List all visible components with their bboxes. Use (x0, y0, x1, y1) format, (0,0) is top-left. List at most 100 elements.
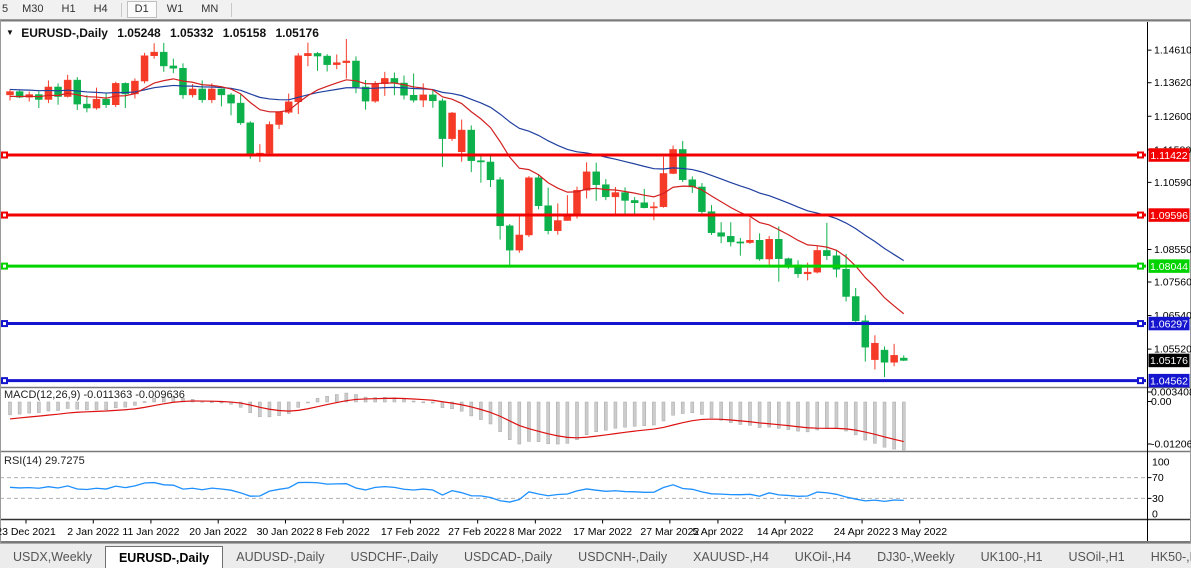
macd-axis-label: 0.003408 (1151, 387, 1191, 399)
candle (102, 92, 110, 109)
symbol-tab-xauusd-h4[interactable]: XAUUSD-,H4 (693, 549, 769, 564)
candle (467, 125, 476, 173)
candle (717, 222, 725, 244)
candle (294, 53, 303, 114)
symbol-tab-usdchf-daily[interactable]: USDCHF-,Daily (350, 549, 438, 564)
hline-price-label-1.08044[interactable]: 1.08044 (1148, 259, 1190, 273)
time-axis-label: 27 Mar 2022 (640, 526, 699, 538)
candle (592, 162, 600, 201)
hline-price-label-1.09596[interactable]: 1.09596 (1148, 208, 1190, 222)
candle (582, 162, 591, 199)
time-axis-label: 17 Mar 2022 (573, 526, 632, 538)
hline-1.11422[interactable] (0, 151, 1146, 159)
candle (755, 233, 764, 261)
candle (54, 83, 62, 105)
timeframe-button-H1[interactable]: H1 (61, 3, 76, 15)
candle (727, 222, 735, 247)
timeframe-button-MN[interactable]: MN (201, 3, 219, 15)
candle (169, 58, 178, 74)
hline-price-label-1.11422[interactable]: 1.11422 (1148, 148, 1190, 162)
time-axis[interactable]: 23 Dec 2021 2 Jan 2022 11 Jan 2022 20 Jan 2… (0, 520, 947, 538)
price-tick-label: 1.12600 (1154, 111, 1191, 123)
time-axis-label: 3 May 2022 (892, 526, 947, 538)
svg-text:1.11422: 1.11422 (1150, 150, 1187, 162)
candle (496, 177, 504, 240)
candle (525, 176, 533, 237)
candle (640, 188, 649, 209)
hline-1.04562[interactable] (0, 377, 1146, 385)
svg-text:1.05176: 1.05176 (1150, 355, 1188, 367)
symbol-tab-ukoil-h4[interactable]: UKOil-,H4 (794, 549, 852, 564)
hline-1.08044[interactable] (0, 262, 1146, 270)
time-axis-label: 30 Jan 2022 (257, 526, 315, 538)
candle (160, 42, 168, 72)
candle (227, 92, 235, 116)
price-tick-label: 1.07560 (1154, 277, 1191, 289)
hline-price-label-1.06297[interactable]: 1.06297 (1148, 316, 1190, 331)
symbol-tab-usoil-h1[interactable]: USOil-,H1 (1068, 549, 1125, 564)
chart-background (0, 19, 1191, 543)
timeframe-button-D1[interactable]: D1 (126, 1, 157, 18)
time-axis-label: 20 Jan 2022 (189, 526, 247, 538)
symbol-tab-uk100-h1[interactable]: UK100-,H1 (980, 549, 1043, 564)
svg-text:1.06297: 1.06297 (1150, 318, 1188, 330)
candle (688, 176, 697, 193)
svg-text:1.08044: 1.08044 (1150, 261, 1188, 273)
candle (304, 42, 312, 67)
candle (611, 186, 620, 215)
candle (332, 54, 341, 70)
time-axis-label: 8 Mar 2022 (509, 526, 562, 538)
time-axis-label: 8 Feb 2022 (317, 526, 370, 538)
symbol-tab-hk50-h1[interactable]: HK50-,H1 (1150, 549, 1191, 564)
candle (429, 88, 437, 108)
candle (448, 111, 456, 141)
candle (265, 121, 274, 156)
price-tick-label: 1.05520 (1154, 344, 1191, 356)
candle (361, 80, 370, 110)
time-axis-label: 27 Feb 2022 (448, 526, 507, 538)
hline-1.06297[interactable] (0, 320, 1146, 328)
toolbar-separator (231, 2, 233, 17)
candle (707, 205, 716, 235)
candle (765, 235, 773, 265)
svg-text:1.09596: 1.09596 (1150, 210, 1188, 222)
candle (813, 245, 821, 274)
candle (44, 80, 53, 104)
symbol-tab-usdcad-daily[interactable]: USDCAD-,Daily (463, 549, 553, 564)
candle (486, 154, 495, 187)
macd-axis-label: 0.00 (1151, 396, 1172, 408)
hline-1.09596[interactable] (0, 211, 1146, 219)
rsi-axis-label: 70 (1152, 472, 1164, 484)
candle (313, 52, 322, 71)
candle (871, 335, 879, 370)
candle (736, 237, 745, 256)
timeframe-button-H4[interactable]: H4 (93, 3, 108, 15)
candle (746, 218, 754, 244)
candle (477, 155, 485, 183)
hline-price-label-1.04562[interactable]: 1.04562 (1148, 373, 1190, 388)
macd-signal-line (9, 397, 904, 443)
timeframe-button-W1[interactable]: W1 (166, 3, 184, 15)
symbol-tab-audusd-daily[interactable]: AUDUSD-,Daily (236, 549, 325, 564)
symbol-tab-dj30-weekly[interactable]: DJ30-,Weekly (877, 549, 955, 564)
time-axis-label: 14 Apr 2022 (757, 526, 814, 538)
candle (890, 343, 898, 367)
symbol-tab-usdx-weekly[interactable]: USDX,Weekly (13, 549, 92, 564)
candle (92, 87, 101, 110)
symbol-tab-eurusd-daily[interactable]: EURUSD-,Daily (104, 546, 224, 568)
price-tick-label: 1.08550 (1154, 244, 1191, 256)
rsi-axis-label: 100 (1152, 457, 1170, 469)
price-tick-label: 1.13620 (1154, 77, 1191, 89)
candle (419, 83, 427, 108)
timeframe-button-M30[interactable]: M30 (22, 3, 44, 15)
candle (236, 94, 245, 125)
timeframe-button-5[interactable]: 5 (2, 3, 9, 15)
rsi-axis-label: 0 (1152, 509, 1158, 521)
candle (83, 95, 91, 113)
symbol-tab-usdcnh-daily[interactable]: USDCNH-,Daily (578, 549, 668, 564)
candle (323, 54, 331, 72)
price-tick-label: 1.10590 (1154, 177, 1191, 189)
candle (832, 250, 841, 278)
